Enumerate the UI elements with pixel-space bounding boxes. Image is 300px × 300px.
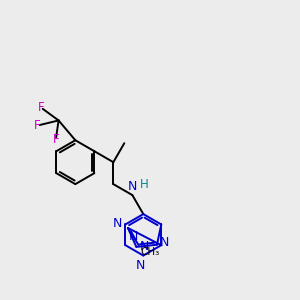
Text: H: H bbox=[140, 178, 149, 190]
Text: F: F bbox=[53, 133, 59, 146]
Text: N: N bbox=[136, 259, 146, 272]
Text: N: N bbox=[129, 230, 139, 243]
Text: N: N bbox=[128, 180, 137, 193]
Text: N: N bbox=[160, 236, 169, 249]
Text: F: F bbox=[34, 118, 40, 131]
Text: F: F bbox=[38, 101, 44, 115]
Text: CH₃: CH₃ bbox=[141, 247, 160, 257]
Text: N: N bbox=[112, 217, 122, 230]
Text: N: N bbox=[140, 240, 149, 254]
